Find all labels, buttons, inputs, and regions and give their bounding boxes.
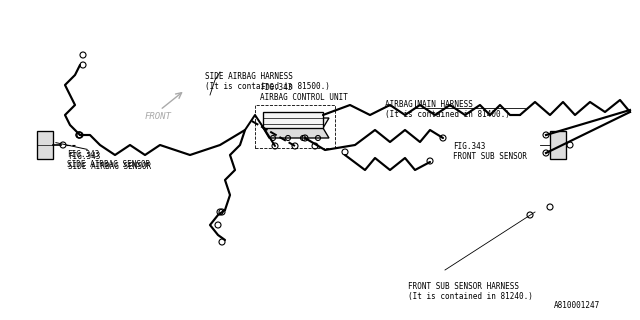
Bar bbox=[550, 131, 566, 159]
Text: FIG.343
FRONT SUB SENSOR: FIG.343 FRONT SUB SENSOR bbox=[453, 142, 527, 161]
Text: FIG.343
SIDE AIRBAG SENSOR: FIG.343 SIDE AIRBAG SENSOR bbox=[68, 152, 151, 172]
Text: FRONT: FRONT bbox=[145, 112, 172, 121]
Polygon shape bbox=[263, 118, 329, 128]
Text: AIRBAG MAIN HARNESS
(It is contained in 81400.): AIRBAG MAIN HARNESS (It is contained in … bbox=[385, 100, 510, 119]
Polygon shape bbox=[263, 112, 323, 128]
Text: FRONT SUB SENSOR HARNESS
(It is contained in 81240.): FRONT SUB SENSOR HARNESS (It is containe… bbox=[408, 282, 533, 301]
Text: A810001247: A810001247 bbox=[554, 301, 600, 310]
Polygon shape bbox=[263, 128, 329, 138]
Text: SIDE AIRBAG HARNESS
(It is contained in 81500.): SIDE AIRBAG HARNESS (It is contained in … bbox=[205, 72, 330, 92]
Text: FIG.343
AIRBAG CONTROL UNIT: FIG.343 AIRBAG CONTROL UNIT bbox=[260, 83, 348, 102]
Text: FIG.343
SIDE AIRBAG SENSOR: FIG.343 SIDE AIRBAG SENSOR bbox=[67, 150, 150, 169]
Bar bbox=[37, 131, 53, 159]
